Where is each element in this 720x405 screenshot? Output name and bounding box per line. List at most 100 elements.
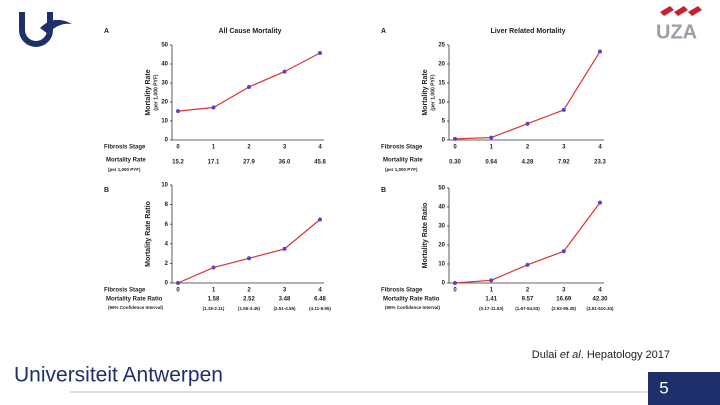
- value-label: 27.9: [243, 160, 255, 166]
- ci-label: (4.11-9.95): [309, 306, 331, 311]
- panel-label: A: [104, 28, 109, 35]
- y-tick-label: 20: [161, 100, 168, 106]
- university-name: Universiteit Antwerpen: [14, 364, 223, 387]
- ua-logo: [19, 12, 72, 47]
- point: [282, 246, 287, 251]
- value-label: 0.30: [449, 160, 461, 166]
- x-tick-label: 1: [490, 288, 494, 294]
- y-tick-label: 5: [442, 119, 446, 125]
- y-tick-label: 0: [165, 138, 169, 144]
- x-tick-label: 0: [453, 288, 457, 294]
- y-tick-label: 40: [438, 205, 445, 211]
- value-label: 9.57: [522, 297, 534, 303]
- value-label: 36.0: [279, 160, 291, 166]
- ci-label: (1.19-2.11): [203, 306, 225, 311]
- x-tick-label: 0: [176, 288, 180, 294]
- point: [176, 281, 180, 285]
- point: [525, 262, 530, 267]
- x-tick-label: 1: [490, 145, 494, 151]
- row-sublabel: (per 1,000 PYF): [108, 167, 141, 172]
- value-label: 23.3: [594, 160, 606, 166]
- value-label: 2.52: [243, 297, 255, 303]
- value-label: 4.28: [522, 160, 534, 166]
- value-label: 42.30: [592, 297, 608, 303]
- point: [247, 256, 251, 261]
- x-tick-label: 3: [562, 145, 566, 151]
- x-tick-label: 1: [212, 145, 216, 151]
- chart-title: Liver Related Mortality: [490, 28, 565, 35]
- ci-label: (1.55-3.45): [238, 306, 261, 311]
- y-axis-sublabel: (per 1,000 PYF): [153, 74, 159, 110]
- x-tick-label: 4: [318, 145, 322, 151]
- y-tick-label: 25: [438, 43, 445, 49]
- x-tick-label: 4: [318, 288, 322, 294]
- value-label: 17.1: [208, 160, 220, 166]
- y-tick-label: 30: [438, 224, 445, 230]
- point: [598, 200, 602, 205]
- value-label: 6.48: [314, 297, 326, 303]
- y-axis-label: Mortality Rate: [145, 69, 152, 115]
- x-tick-label: 3: [562, 288, 566, 294]
- row-label: Mortality Rate: [106, 158, 146, 164]
- y-tick-label: 20: [438, 62, 445, 68]
- x-axis-label: Fibrosis Stage: [104, 145, 146, 151]
- x-tick-label: 3: [283, 288, 287, 294]
- point: [598, 49, 602, 54]
- x-axis-label: Fibrosis Stage: [104, 288, 146, 294]
- citation: Dulai et al. Hepatology 2017: [532, 349, 670, 361]
- ci-label: (0.17-11.53): [479, 306, 504, 311]
- y-tick-label: 10: [438, 262, 445, 268]
- ci-label: (2.92-95.35): [551, 306, 576, 311]
- point: [211, 105, 216, 110]
- point: [489, 278, 494, 283]
- uza-logo: UZA: [656, 6, 702, 43]
- x-tick-label: 2: [247, 288, 251, 294]
- value-label: 3.48: [279, 297, 291, 303]
- value-label: 15.2: [172, 160, 184, 166]
- x-axis-label: Fibrosis Stage: [381, 145, 423, 151]
- ci-label: (3.51-510.34): [586, 306, 614, 311]
- x-tick-label: 4: [598, 145, 602, 151]
- x-tick-label: 2: [526, 288, 530, 294]
- value-label: 16.69: [556, 297, 572, 303]
- y-tick-label: 15: [438, 81, 445, 87]
- point: [318, 50, 322, 55]
- point: [453, 136, 457, 141]
- point: [561, 107, 566, 112]
- y-tick-label: 50: [438, 186, 445, 192]
- y-tick-label: 0: [165, 281, 169, 287]
- point: [318, 217, 322, 222]
- point: [489, 135, 494, 140]
- value-label: 1.58: [208, 297, 220, 303]
- y-tick-label: 10: [438, 100, 445, 106]
- value-label: 45.8: [314, 160, 326, 166]
- point: [176, 109, 180, 114]
- y-axis-label: Mortality Rate: [422, 69, 429, 115]
- citation-italic: et al: [560, 349, 581, 361]
- panel-label: B: [104, 187, 109, 194]
- y-axis-label: Mortality Rate Ratio: [422, 203, 429, 269]
- point: [525, 121, 530, 126]
- y-tick-label: 2: [165, 261, 169, 267]
- x-tick-label: 4: [598, 288, 602, 294]
- y-tick-label: 40: [161, 62, 168, 68]
- y-tick-label: 50: [161, 43, 168, 49]
- row-label: Mortality Rate: [383, 158, 423, 164]
- row-sublabel: (95% Confidence Interval): [385, 305, 441, 310]
- y-tick-label: 10: [161, 119, 168, 125]
- y-tick-label: 10: [161, 183, 168, 189]
- x-tick-label: 1: [212, 288, 216, 294]
- point: [282, 69, 287, 74]
- panel-label: A: [381, 28, 386, 35]
- x-tick-label: 0: [453, 145, 457, 151]
- y-tick-label: 6: [165, 222, 169, 228]
- y-tick-label: 30: [161, 81, 168, 87]
- value-label: 0.64: [485, 160, 497, 166]
- y-axis-sublabel: (per 1,000 PYF): [430, 74, 436, 110]
- point: [453, 281, 457, 285]
- y-axis-label: Mortality Rate Ratio: [145, 201, 152, 267]
- uza-text: UZA: [656, 21, 697, 43]
- point: [247, 84, 251, 89]
